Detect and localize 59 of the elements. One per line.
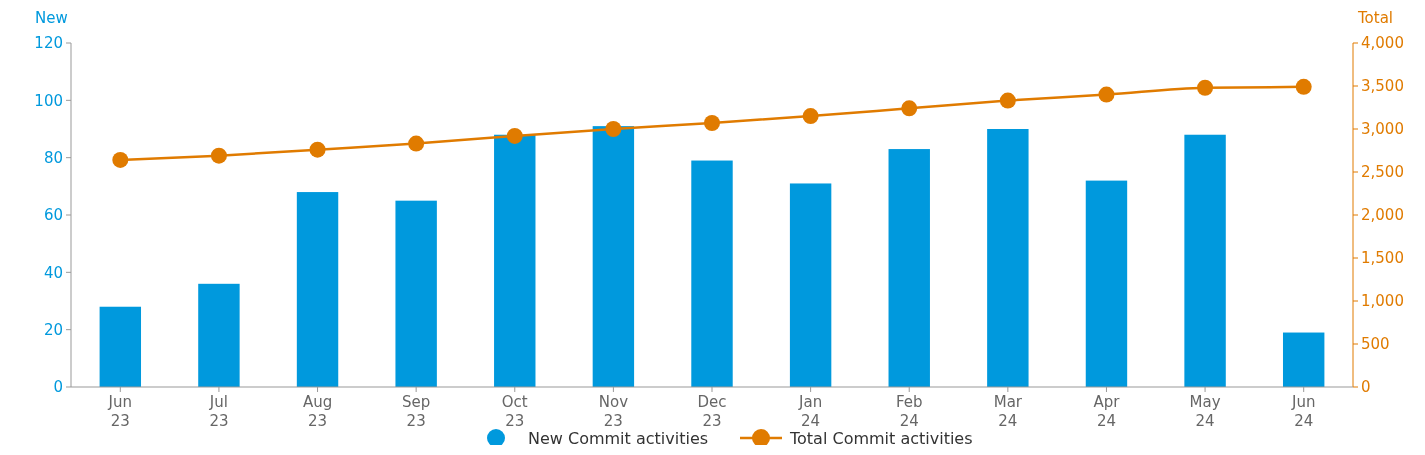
bar (1282, 332, 1325, 387)
legend-label: Total Commit activities (789, 428, 973, 448)
x-tick-label: Sep 23 (402, 393, 431, 430)
x-tick-label: Jun 24 (1290, 393, 1316, 430)
y2-tick-label: 2,500 (1361, 163, 1404, 182)
y2-tick-label: 3,500 (1361, 77, 1404, 96)
x-tick-label: Apr 24 (1093, 393, 1121, 430)
point (112, 151, 129, 168)
bar (99, 306, 142, 387)
bar (987, 129, 1029, 387)
bar (1184, 134, 1226, 387)
y2-tick-label: 0 (1361, 378, 1371, 397)
bar (198, 283, 240, 387)
y2-axis-title: Total (1357, 9, 1394, 27)
x-tick-label: Nov 23 (598, 393, 629, 430)
y2-tick-label: 1,500 (1361, 249, 1404, 268)
bar (592, 126, 635, 387)
point (802, 108, 819, 125)
y-tick-label: 20 (43, 320, 63, 339)
y2-tick-label: 1,000 (1361, 292, 1404, 311)
point (605, 121, 622, 137)
point (309, 141, 326, 158)
x-tick-label: Jan 24 (798, 393, 823, 430)
y2-tick-label: 4,000 (1361, 34, 1404, 53)
x-tick-label: Oct 23 (501, 393, 528, 430)
legend-label: New Commit activities (528, 428, 709, 448)
x-tick-label: Jun 23 (107, 393, 133, 430)
bar (395, 200, 437, 387)
x-tick-label: May 24 (1189, 393, 1221, 430)
x-tick-label: Feb 24 (895, 393, 923, 430)
bar (888, 149, 930, 387)
point (1098, 86, 1115, 103)
y-tick-label: 120 (34, 34, 63, 53)
point (901, 100, 918, 117)
y2-tick-label: 500 (1361, 335, 1390, 354)
y-tick-label: 40 (43, 263, 63, 282)
point (408, 135, 425, 152)
bar (789, 183, 832, 387)
y-tick-label: 80 (43, 148, 63, 167)
point (704, 114, 720, 131)
bar (296, 192, 339, 387)
y-tick-label: 0 (53, 378, 63, 397)
x-tick-label: Aug 23 (302, 393, 333, 430)
y-axis-title: New (35, 9, 68, 27)
bar (1085, 180, 1128, 387)
point (506, 127, 523, 144)
point (999, 92, 1016, 109)
point (1197, 79, 1214, 96)
point (1295, 78, 1312, 95)
x-tick-label: Jul 23 (208, 393, 229, 430)
point (210, 147, 227, 164)
x-tick-label: Mar 24 (993, 393, 1023, 430)
y2-tick-label: 2,000 (1361, 206, 1404, 225)
bar (691, 160, 733, 387)
y-tick-label: 100 (34, 91, 63, 110)
bar (494, 134, 536, 387)
y2-tick-label: 3,000 (1361, 120, 1404, 139)
x-tick-label: Dec 23 (697, 393, 727, 430)
y-tick-label: 60 (43, 206, 63, 225)
